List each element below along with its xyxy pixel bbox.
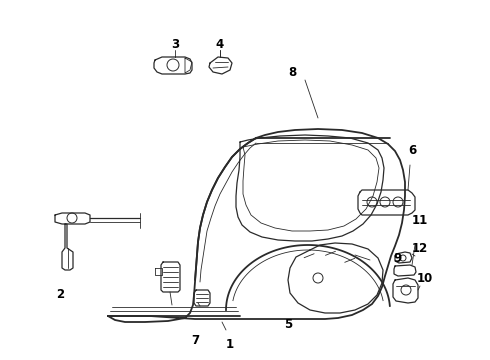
- Text: 7: 7: [191, 333, 199, 346]
- Text: 12: 12: [412, 242, 428, 255]
- Text: 2: 2: [56, 288, 64, 302]
- Text: 1: 1: [226, 338, 234, 351]
- Text: 8: 8: [288, 66, 296, 78]
- Text: 10: 10: [417, 271, 433, 284]
- Text: 3: 3: [171, 37, 179, 50]
- Text: 6: 6: [408, 144, 416, 157]
- Text: 5: 5: [284, 319, 292, 332]
- Text: 11: 11: [412, 213, 428, 226]
- Text: 9: 9: [394, 252, 402, 265]
- Text: 4: 4: [216, 37, 224, 50]
